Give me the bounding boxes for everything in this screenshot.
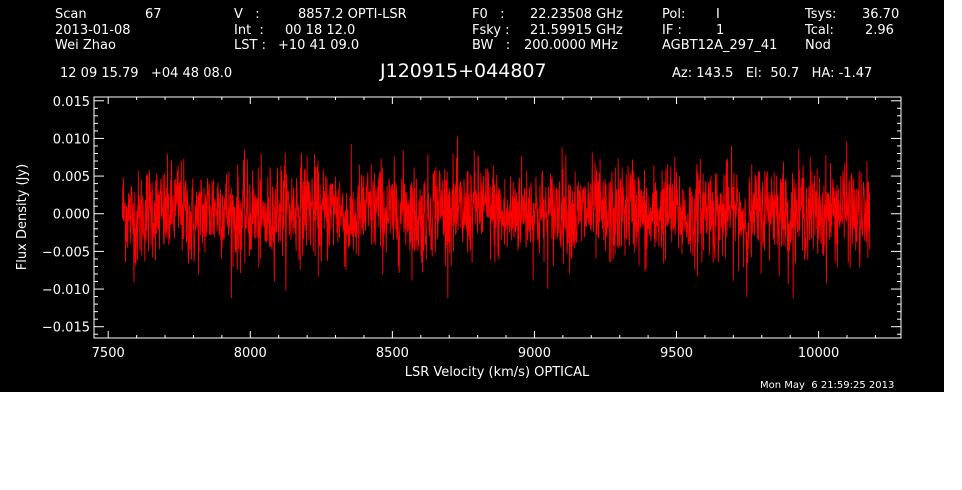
y-tick-label: 0.010 [53, 132, 90, 147]
int-label: Int : [234, 23, 264, 38]
velocity-label: V : [234, 7, 260, 22]
fsky-value: 21.59915 GHz [530, 23, 623, 38]
x-tick-label: 8500 [376, 346, 409, 361]
tcal-value: 2.96 [865, 23, 894, 38]
pol-label: Pol: [662, 7, 686, 22]
lst-value: +10 41 09.0 [278, 38, 360, 53]
x-tick-label: 9000 [518, 346, 551, 361]
int-value: 00 18 12.0 [285, 23, 356, 38]
velocity-value: 8857.2 OPTI-LSR [298, 7, 407, 22]
y-axis-label: Flux Density (Jy) [15, 164, 30, 270]
pol-value: I [716, 7, 720, 22]
procedure-name: Nod [805, 38, 831, 53]
source-title: J120915+044807 [380, 60, 547, 82]
x-tick-label: 9500 [660, 346, 693, 361]
plot-timestamp: Mon May 6 21:59:25 2013 [760, 380, 895, 391]
scan-label: Scan [55, 7, 87, 22]
fsky-label: Fsky : [472, 23, 510, 38]
tcal-label: Tcal: [805, 23, 834, 38]
axis-layer: 7500 8000 8500 9000 9500 10000 −0.015 −0.010 −0.… [42, 95, 901, 361]
spectrum-chart: 7500 8000 8500 9000 9500 10000 −0.015 −0.010 −0.… [15, 95, 902, 380]
bw-value: 200.0000 MHz [524, 38, 618, 53]
spectrum-layer [121, 136, 871, 299]
f0-label: F0 : [472, 7, 505, 22]
y-tick-label: 0.000 [53, 208, 90, 223]
tsys-value: 36.70 [862, 7, 900, 22]
x-tick-label: 8000 [234, 346, 267, 361]
lst-label: LST : [234, 38, 266, 53]
x-tick-label: 7500 [92, 346, 125, 361]
plot-panel: Scan 67 V : 8857.2 OPTI-LSR F0 : 22.2350… [0, 0, 944, 392]
observer-name: Wei Zhao [55, 38, 116, 53]
y-tick-label: 0.005 [53, 170, 90, 185]
bw-label: BW : [472, 38, 511, 53]
y-tick-label: −0.005 [42, 245, 90, 260]
y-tick-label: −0.015 [42, 321, 90, 336]
tsys-label: Tsys: [805, 7, 837, 22]
f0-value: 22.23508 GHz [530, 7, 623, 22]
x-tick-label: 10000 [798, 346, 839, 361]
scan-value: 67 [145, 7, 162, 22]
pointing-info: Az: 143.5 El: 50.7 HA: -1.47 [672, 66, 873, 81]
spectrum-trace [121, 136, 871, 299]
y-tick-label: 0.015 [53, 95, 90, 110]
if-label: IF : [662, 23, 682, 38]
obs-date: 2013-01-08 [55, 23, 131, 38]
plot-frame [93, 96, 902, 339]
project-id: AGBT12A_297_41 [662, 38, 778, 53]
if-value: 1 [716, 23, 725, 38]
y-tick-label: −0.010 [42, 283, 90, 298]
source-coordinates: 12 09 15.79 +04 48 08.0 [60, 66, 233, 81]
x-axis-label: LSR Velocity (km/s) OPTICAL [405, 365, 590, 380]
